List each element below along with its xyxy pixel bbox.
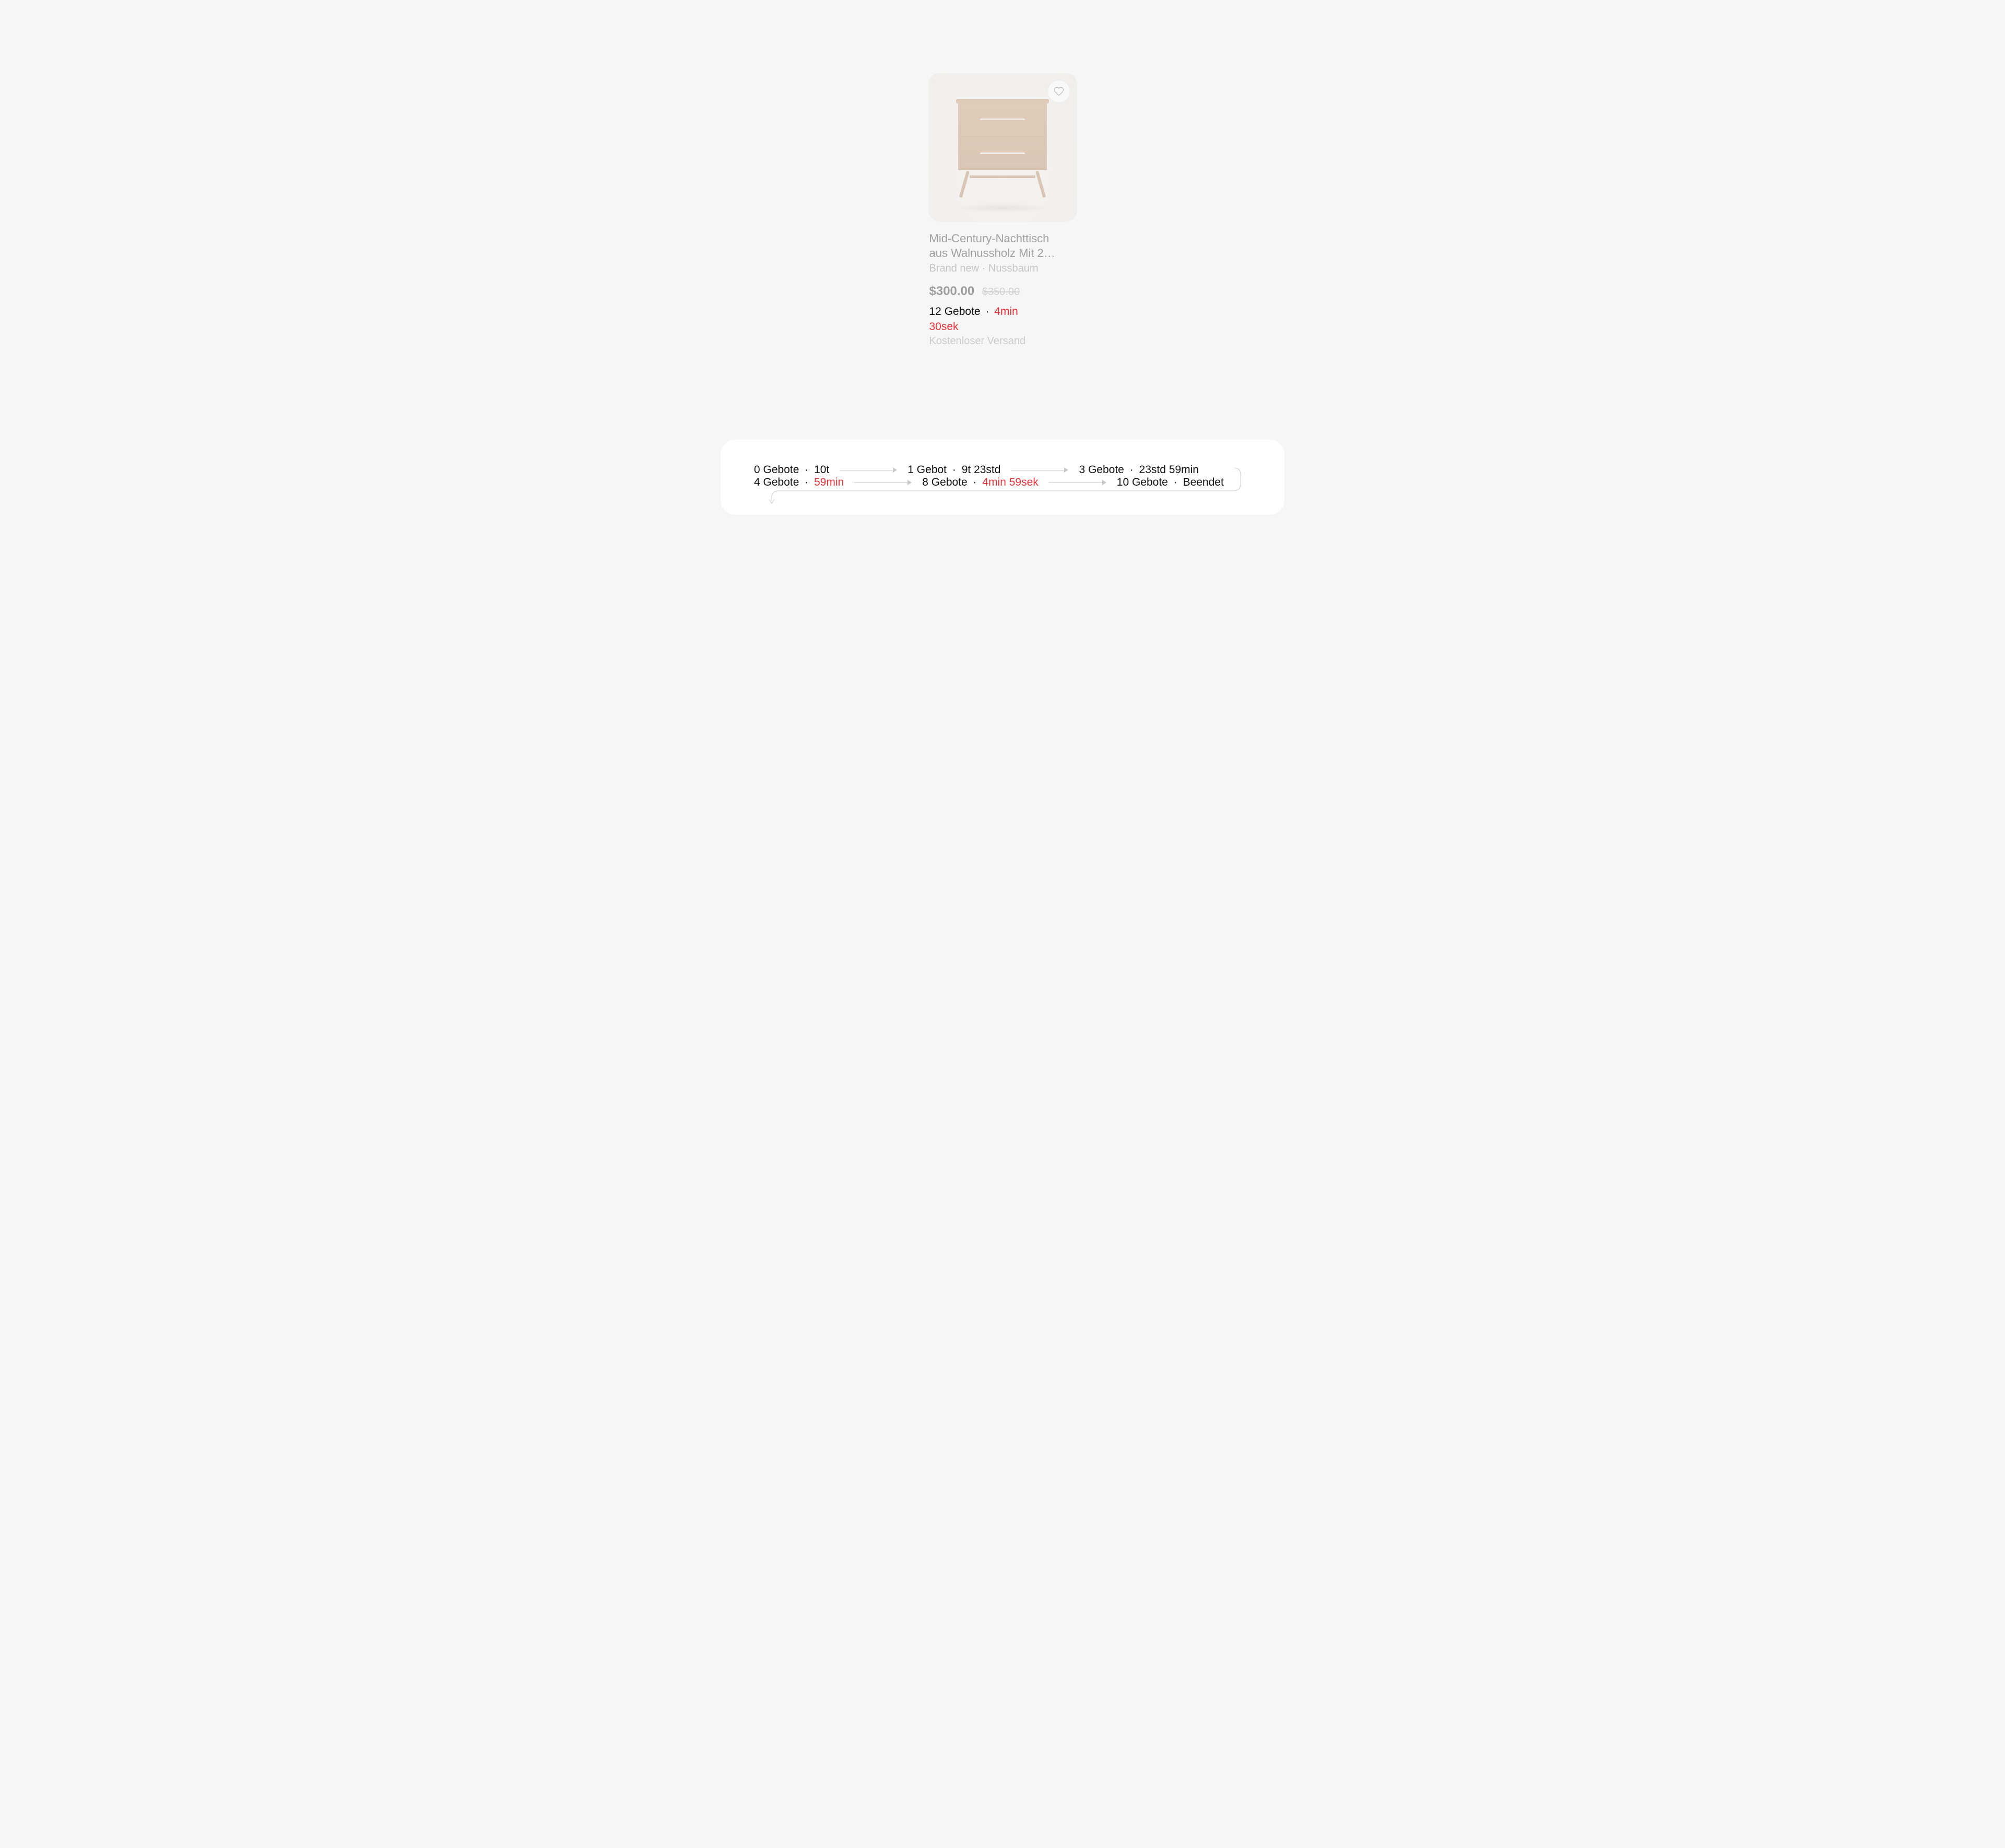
heart-icon [1053,86,1065,97]
product-title: Mid-Century-Nachttisch aus Walnussholz M… [929,231,1076,261]
bids-countdown: 12 Gebote · 4min 30sek [928,304,1077,334]
product-title-line2: aus Walnussholz Mit 2… [929,246,1055,260]
page: Mid-Century-Nachttisch aus Walnussholz M… [689,0,1316,557]
arrow-icon [854,479,912,486]
bid-flow-panel: 0 Gebote · 10t 1 Gebot · 9t 23std 3 Gebo… [721,440,1284,515]
product-image [928,73,1077,222]
flow-connector [754,467,1251,503]
price-old: $350.00 [982,286,1020,298]
product-illustration [958,102,1047,198]
product-variant: Nussbaum [988,263,1039,274]
product-shadow [950,203,1055,213]
favorite-button[interactable] [1048,80,1070,102]
price-row: $300.00 $350.00 [929,284,1076,299]
bids-count: 12 Gebote [929,305,981,317]
product-subtitle: Brand new · Nussbaum [929,263,1076,275]
dot-separator: · [985,305,989,317]
dot-separator: · [982,263,986,274]
price-current: $300.00 [929,284,975,298]
arrow-icon [1049,479,1106,486]
shipping-label: Kostenloser Versand [929,335,1076,347]
countdown-part1: 4min [994,305,1018,317]
product-condition: Brand new [929,263,980,274]
countdown-part2: 30sek [929,321,959,333]
product-title-line1: Mid-Century-Nachttisch [929,232,1049,245]
